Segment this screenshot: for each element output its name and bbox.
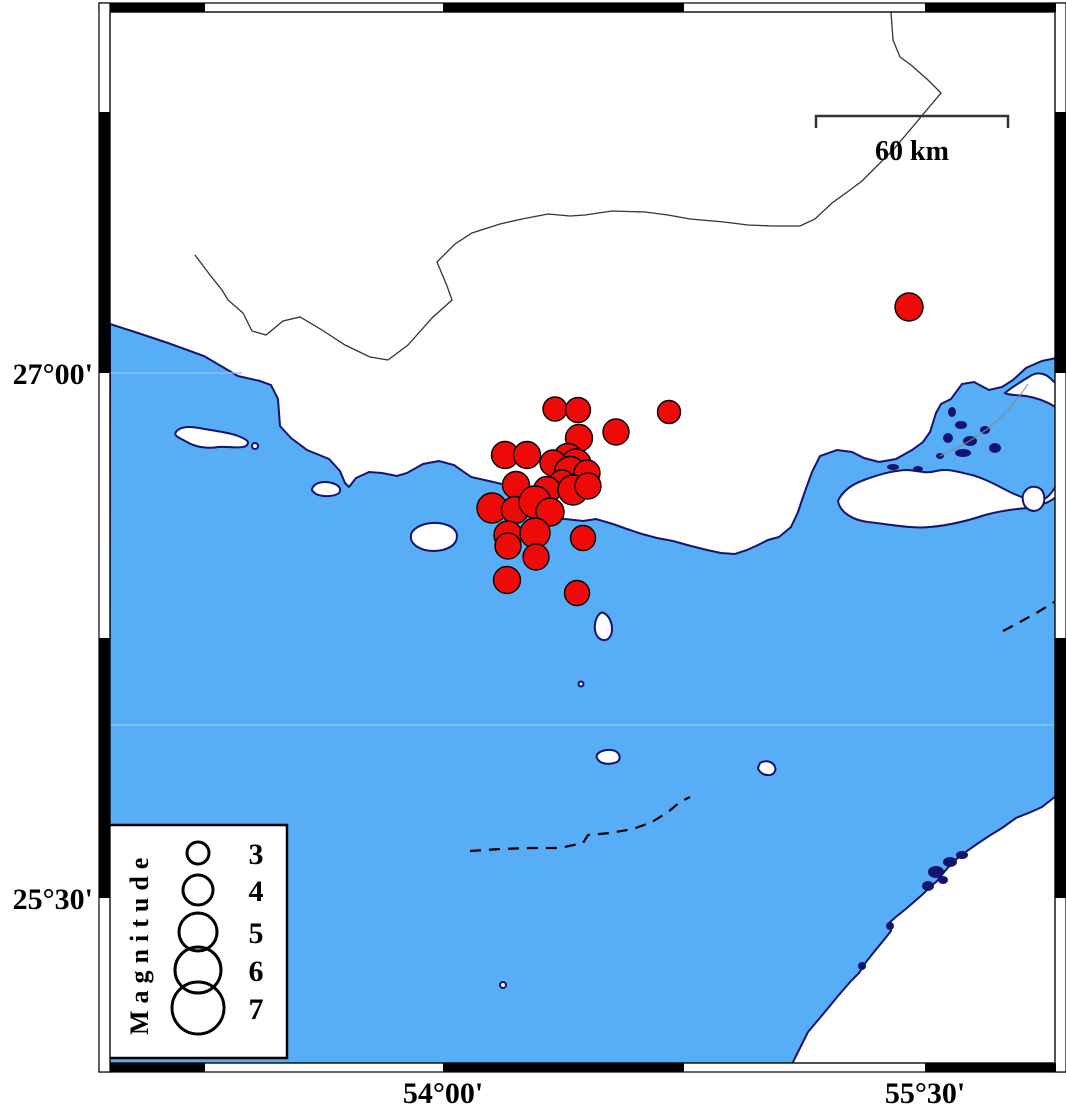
legend-magnitude-number: 5 (249, 917, 264, 950)
earthquake-marker (563, 579, 591, 607)
legend-magnitude-circle (173, 945, 223, 995)
earthquake-marker (894, 292, 924, 322)
island-teardrop (593, 611, 614, 642)
earthquake-marker (535, 497, 565, 527)
earthquake-marker (574, 472, 602, 500)
legend-title: Magnitude (125, 851, 154, 1035)
legend-magnitude-number: 7 (249, 993, 264, 1026)
islet-tiny-mid (577, 680, 585, 688)
frame-inner-border (109, 11, 1056, 1064)
legend-magnitude-circle (181, 873, 215, 907)
islet-tiny-south (499, 981, 507, 989)
earthquake-marker (656, 399, 682, 425)
earthquake-marker (569, 524, 597, 552)
magnitude-legend: Magnitude 3 4 5 6 7 (106, 823, 289, 1060)
legend-magnitude-circle (170, 980, 226, 1036)
earthquake-marker (564, 396, 592, 424)
earthquake-marker (522, 543, 550, 571)
musandam-coast (791, 795, 1055, 1063)
island-se-of-qeshm (1021, 485, 1046, 512)
legend-magnitude-circle (177, 911, 219, 953)
axis-label-lon-54: 54°00' (403, 1077, 483, 1110)
scale-bar-label: 60 km (875, 136, 949, 167)
islands (174, 372, 1055, 1063)
axis-annotations: 27°00' 25°30' 54°00' 55°30' (13, 358, 966, 1110)
sea (110, 322, 1055, 1063)
scale-bar: 60 km (814, 114, 1010, 167)
axis-label-lat-25-30: 25°30' (13, 883, 93, 916)
map-frame (98, 2, 1066, 1073)
axis-label-lon-55-30: 55°30' (885, 1077, 965, 1110)
island-west-elongated (174, 426, 249, 449)
earthquake-marker (542, 396, 568, 422)
axis-label-lat-27: 27°00' (13, 358, 93, 391)
island-round-near-cluster (409, 521, 458, 552)
earthquake-marker (494, 532, 522, 560)
inland-boundary-line (194, 12, 942, 361)
earthquake-marker (602, 418, 630, 446)
earthquake-marker (492, 565, 522, 595)
earthquake-marker (512, 440, 542, 470)
maritime-boundary-dashed (469, 600, 1055, 853)
frame-black-segments (99, 3, 1066, 1072)
earthquake-markers (476, 292, 924, 607)
scale-bar-bracket (814, 114, 1010, 128)
island-small-mid (311, 481, 342, 498)
lagoon-contour-line (939, 383, 1029, 457)
island-low-right (756, 760, 777, 777)
legend-magnitude-number: 3 (249, 838, 264, 871)
legend-magnitude-number: 4 (249, 875, 264, 908)
legend-magnitude-circle (185, 840, 211, 866)
islet-tiny-west (251, 442, 259, 450)
hormuz-peninsula (1003, 372, 1055, 408)
legend-symbols: 3 4 5 6 7 (170, 838, 264, 1036)
island-low-left (595, 748, 621, 765)
legend-magnitude-number: 6 (249, 955, 264, 988)
